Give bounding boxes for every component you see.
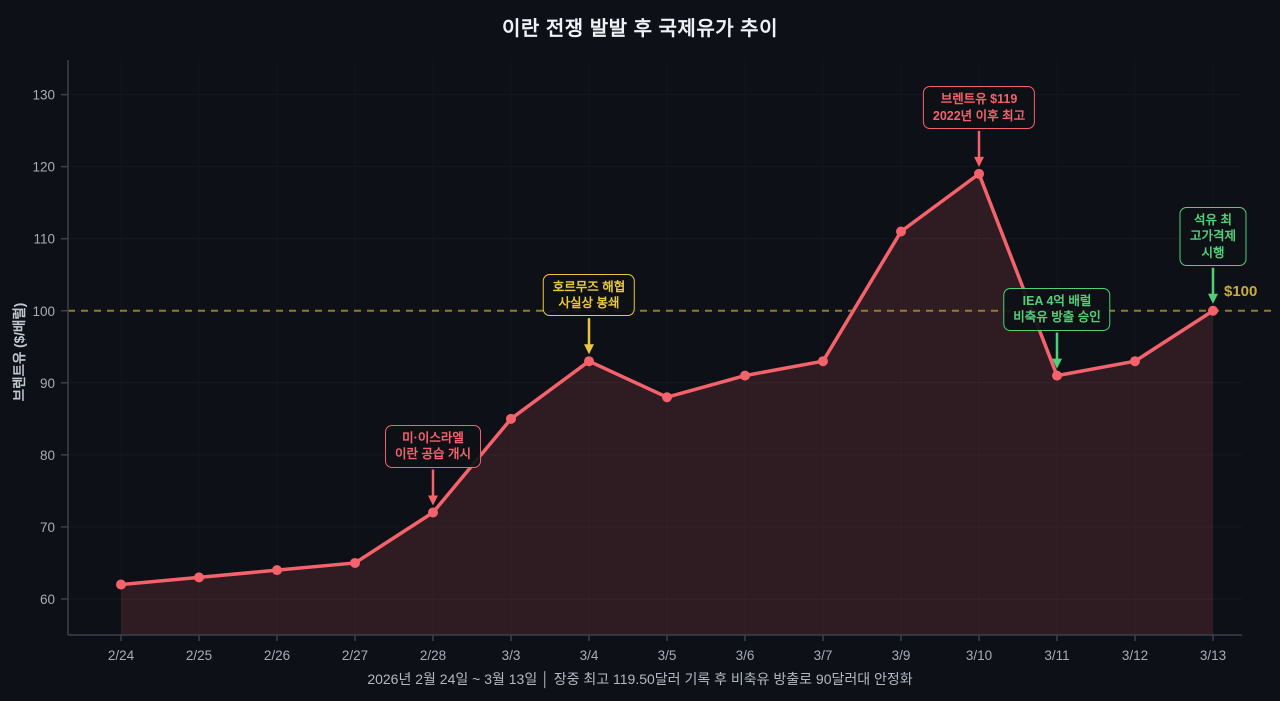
x-tick-label: 3/9 (892, 648, 911, 663)
x-tick-label: 3/7 (814, 648, 833, 663)
data-point (740, 370, 750, 381)
x-tick-label: 2/26 (264, 648, 290, 663)
data-point (1052, 370, 1062, 381)
data-point (272, 565, 282, 576)
x-tick-label: 2/27 (342, 648, 368, 663)
data-point (428, 507, 438, 518)
y-tick-label: 130 (32, 88, 55, 103)
x-tick-label: 2/24 (108, 648, 135, 663)
price-reference-label: $100 (1224, 283, 1258, 300)
x-tick-label: 3/6 (736, 648, 755, 663)
data-point (896, 226, 906, 237)
y-tick-label: 100 (32, 304, 55, 319)
x-tick-label: 2/25 (186, 648, 212, 663)
area-fill (121, 173, 1213, 636)
y-tick-label: 60 (40, 592, 55, 607)
x-tick-label: 3/12 (1122, 648, 1148, 663)
x-tick-label: 3/4 (580, 648, 599, 663)
annotation-box: IEA 4억 배럴 비축유 방출 승인 (1003, 288, 1111, 331)
x-tick-label: 3/5 (658, 648, 677, 663)
x-tick-label: 3/13 (1200, 648, 1226, 663)
data-point (974, 168, 984, 179)
annotation-arrowhead (974, 156, 984, 167)
annotation-box: 미·이스라엘 이란 공습 개시 (385, 425, 481, 468)
data-point (662, 392, 672, 403)
chart-title: 이란 전쟁 발발 후 국제유가 추이 (502, 18, 778, 40)
data-point (116, 579, 126, 590)
data-point (350, 557, 360, 568)
annotation-arrowhead (1052, 358, 1062, 369)
y-tick-label: 120 (32, 160, 55, 175)
annotation-arrowhead (428, 495, 438, 506)
annotation-arrowhead (584, 344, 594, 355)
y-tick-label: 70 (40, 520, 55, 535)
y-tick-label: 80 (40, 448, 55, 463)
x-tick-label: 3/10 (966, 648, 992, 663)
y-tick-label: 90 (40, 376, 55, 391)
chart-caption: 2026년 2월 24일 ~ 3월 13일 │ 장중 최고 119.50달러 기… (367, 671, 913, 687)
data-point (1208, 305, 1218, 316)
data-point (818, 356, 828, 367)
annotation-box: 호르무즈 해협 사실상 봉쇄 (542, 273, 636, 317)
data-point (194, 572, 204, 583)
x-tick-label: 2/28 (420, 648, 446, 663)
y-tick-label: 110 (33, 232, 55, 247)
x-tick-label: 3/3 (502, 648, 521, 663)
annotation-box: 석유 최고가격제 시행 (1179, 207, 1247, 266)
x-tick-label: 3/11 (1044, 648, 1069, 663)
data-point (584, 356, 594, 367)
data-point (506, 413, 516, 424)
annotation-arrowhead (1208, 293, 1218, 304)
data-point (1130, 356, 1140, 367)
annotation-box: 브렌트유 $119 2022년 이후 최고 (922, 86, 1036, 129)
